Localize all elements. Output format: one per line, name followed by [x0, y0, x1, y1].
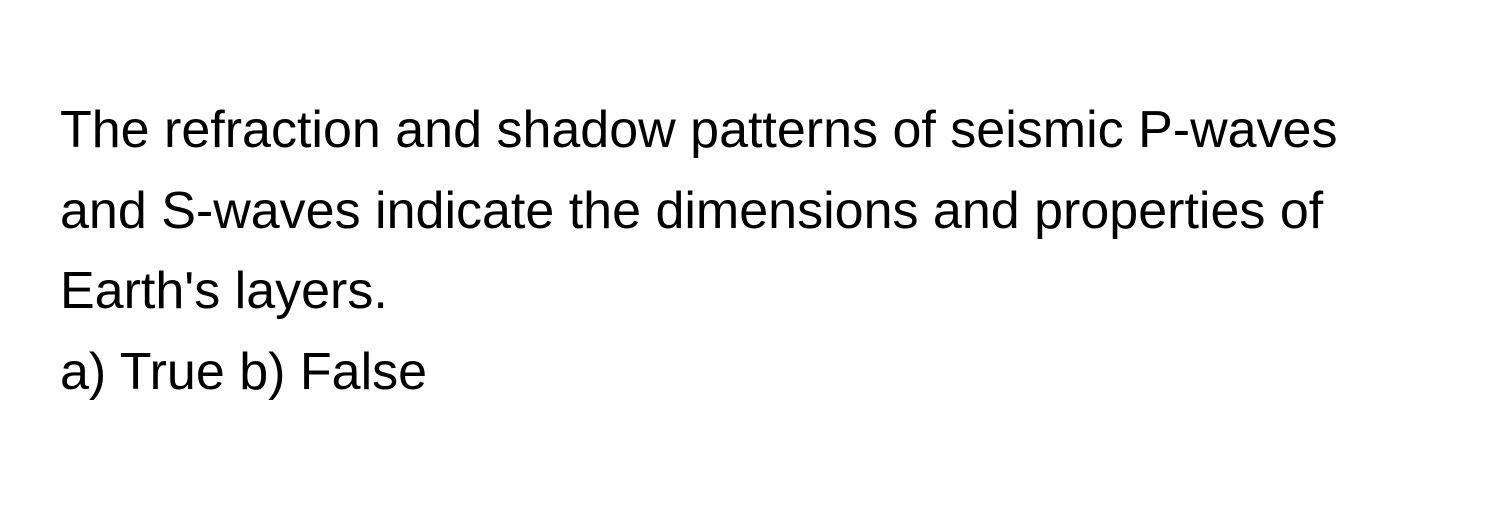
- question-container: The refraction and shadow patterns of se…: [60, 90, 1340, 412]
- option-b-value: False: [300, 343, 427, 401]
- option-b[interactable]: b) False: [239, 343, 427, 401]
- option-a-label: a): [60, 343, 106, 401]
- option-b-label: b): [239, 343, 285, 401]
- option-a-value: True: [120, 343, 225, 401]
- question-stem: The refraction and shadow patterns of se…: [60, 90, 1340, 332]
- option-a[interactable]: a) True: [60, 343, 225, 401]
- question-options: a) True b) False: [60, 332, 1340, 413]
